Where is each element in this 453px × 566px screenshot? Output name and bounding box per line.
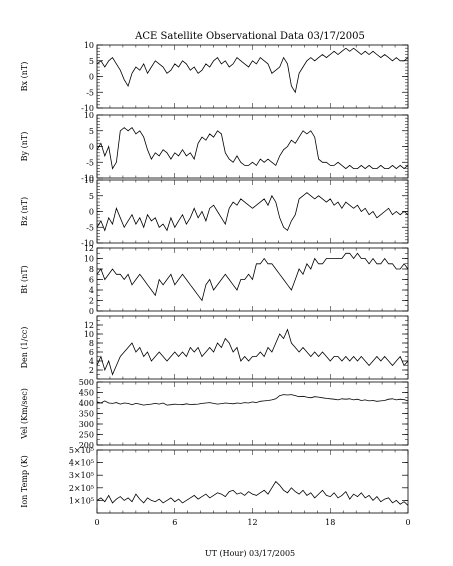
y-tick-label: 4×10⁵: [69, 459, 94, 468]
series-line: [96, 127, 409, 170]
y-tick-label: 500: [79, 378, 94, 387]
y-tick-label: 8: [89, 339, 94, 348]
panel-frame: [96, 114, 409, 179]
x-tick-label: 18: [325, 518, 335, 527]
y-tick-label: 2: [89, 366, 94, 375]
x-tick-label: 12: [247, 518, 257, 527]
y-tick-label: 1×10⁵: [69, 496, 94, 505]
y-tick-label: 0: [89, 307, 94, 316]
y-tick-label: -10: [81, 104, 94, 113]
x-axis-title: UT (Hour) 03/17/2005: [205, 549, 295, 558]
y-tick-label: -5: [86, 158, 94, 167]
y-tick-label: 350: [79, 410, 94, 419]
y-tick-label: 10: [84, 111, 94, 120]
x-tick-label: 6: [172, 518, 177, 527]
y-tick-label: 10: [84, 255, 94, 264]
series-line: [96, 328, 409, 376]
x-axis: 0 6 12 18 0: [94, 518, 410, 527]
y-axis-title: Bt (nT): [20, 265, 29, 293]
y-tick-label: 5: [89, 192, 94, 201]
y-tick-label: 12: [84, 244, 94, 253]
y-tick-label: 10: [84, 41, 94, 50]
y-tick-label: 5: [89, 57, 94, 66]
y-tick-label: 250: [79, 431, 94, 440]
y-tick-label: 8: [89, 265, 94, 274]
y-axis-title: Bx (nT): [20, 62, 29, 92]
panel-2: -10 -5 0 5 10 By (nT): [20, 111, 409, 183]
y-axis-title: By (nT): [20, 132, 29, 162]
panel-frame: [96, 449, 409, 514]
y-axis-title: Vel (Km/sec): [20, 388, 29, 440]
y-tick-label: 4: [89, 357, 94, 366]
panel-1: -10 -5 0 5 10 Bx (nT): [20, 41, 409, 113]
chart-panels: -10 -5 0 5 10 Bx (nT) -10 -5 0 5 10 By (nT) -10 -5 0 5 1…: [20, 41, 409, 514]
y-tick-label: 4: [89, 286, 94, 295]
y-tick-label: 6: [89, 348, 94, 357]
chart-title: ACE Satellite Observational Data 03/17/2…: [134, 31, 365, 42]
series-line: [96, 252, 409, 302]
y-axis-title: Bz (nT): [20, 197, 29, 226]
panel-frame: [96, 381, 409, 446]
y-tick-label: 3×10⁵: [69, 471, 94, 480]
y-tick-label: 5×10⁵: [69, 446, 94, 455]
y-tick-label: -10: [81, 174, 94, 183]
panel-4: 02 46 810 12 Bt (nT): [20, 244, 409, 316]
y-tick-label: 10: [84, 330, 94, 339]
y-tick-label: 12: [84, 321, 94, 330]
y-tick-label: 0: [89, 73, 94, 82]
series-line: [96, 480, 409, 506]
x-tick-label: 0: [94, 518, 99, 527]
panel-3: -10 -5 0 5 10 Bz (nT): [20, 176, 409, 248]
y-axis-title: Ion Temp (K): [20, 455, 29, 508]
series-line: [96, 192, 409, 232]
y-tick-label: 0: [89, 208, 94, 217]
y-axis-title: Den (1/cc): [20, 327, 29, 369]
y-tick-label: -5: [86, 223, 94, 232]
y-tick-label: 5: [89, 127, 94, 136]
y-tick-label: 10: [84, 176, 94, 185]
y-tick-label: 2×10⁵: [69, 484, 94, 493]
y-tick-label: 450: [79, 389, 94, 398]
series-line: [96, 394, 409, 406]
y-tick-label: 200: [79, 441, 94, 450]
panel-frame: [96, 315, 409, 380]
y-tick-label: -5: [86, 88, 94, 97]
x-tick-label: 0: [405, 518, 410, 527]
panel-7: 1×10⁵ 2×10⁵ 3×10⁵ 4×10⁵ 5×10⁵ Ion Temp (K): [20, 446, 409, 514]
series-line: [96, 47, 409, 94]
y-tick-label: 2: [89, 297, 94, 306]
y-tick-label: -10: [81, 239, 94, 248]
y-tick-label: 0: [89, 143, 94, 152]
y-tick-label: 400: [79, 399, 94, 408]
y-tick-label: 6: [89, 276, 94, 285]
y-tick-label: 300: [79, 420, 94, 429]
